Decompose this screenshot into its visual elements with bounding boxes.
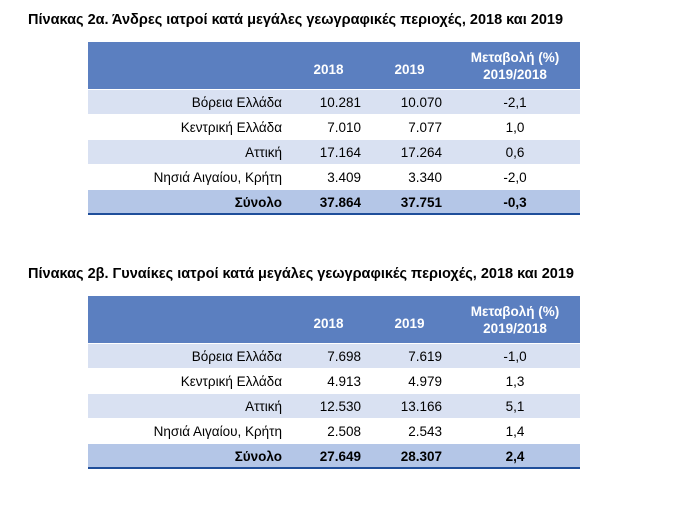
total-change: 2,4 — [505, 449, 525, 464]
table-row: Νησιά Αιγαίου, Κρήτη 2.508 2.543 1,4 — [88, 419, 580, 444]
row-change: 1,0 — [505, 119, 525, 135]
row-region: Κεντρική Ελλάδα — [180, 119, 282, 135]
table-row: Βόρεια Ελλάδα 7.698 7.619 -1,0 — [88, 344, 580, 369]
table-a-header: 2018 2019 Μεταβολή (%) 2019/2018 — [88, 42, 580, 90]
table-row: Κεντρική Ελλάδα 7.010 7.077 1,0 — [88, 115, 580, 140]
table-a-title: Πίνακας 2α. Άνδρες ιατροί κατά μεγάλες γ… — [28, 12, 564, 28]
table-b-header: 2018 2019 Μεταβολή (%) 2019/2018 — [88, 296, 580, 344]
row-2018: 7.698 — [327, 348, 361, 364]
header-change: Μεταβολή (%) 2019/2018 — [450, 303, 580, 337]
row-change: 5,1 — [505, 398, 525, 414]
total-2019: 37.751 — [400, 195, 442, 210]
total-label: Σύνολο — [234, 449, 282, 464]
row-change: 1,3 — [505, 373, 525, 389]
header-change-line2: 2019/2018 — [483, 66, 547, 82]
row-change: -2,1 — [503, 94, 527, 110]
header-2018: 2018 — [313, 316, 344, 331]
row-2019: 10.070 — [400, 94, 442, 110]
header-2019: 2019 — [394, 62, 425, 77]
row-2019: 4.979 — [408, 373, 442, 389]
total-2018: 27.649 — [319, 449, 361, 464]
row-2019: 3.340 — [408, 169, 442, 185]
table-total-row: Σύνολο 27.649 28.307 2,4 — [88, 444, 580, 469]
row-2019: 7.619 — [408, 348, 442, 364]
row-change: 1,4 — [505, 423, 525, 439]
row-2018: 3.409 — [327, 169, 361, 185]
row-2018: 2.508 — [327, 423, 361, 439]
row-region: Κεντρική Ελλάδα — [180, 373, 282, 389]
row-2018: 12.530 — [319, 398, 361, 414]
row-2019: 2.543 — [408, 423, 442, 439]
row-change: 0,6 — [505, 144, 525, 160]
table-a: 2018 2019 Μεταβολή (%) 2019/2018 Βόρεια … — [88, 42, 580, 215]
total-2018: 37.864 — [319, 195, 361, 210]
row-region: Βόρεια Ελλάδα — [191, 348, 282, 364]
row-2018: 7.010 — [327, 119, 361, 135]
row-change: -1,0 — [503, 348, 527, 364]
table-row: Αττική 12.530 13.166 5,1 — [88, 394, 580, 419]
table-b: 2018 2019 Μεταβολή (%) 2019/2018 Βόρεια … — [88, 296, 580, 469]
header-2019: 2019 — [394, 316, 425, 331]
header-change: Μεταβολή (%) 2019/2018 — [450, 49, 580, 83]
row-region: Αττική — [245, 398, 282, 414]
table-row: Βόρεια Ελλάδα 10.281 10.070 -2,1 — [88, 90, 580, 115]
row-region: Βόρεια Ελλάδα — [191, 94, 282, 110]
total-2019: 28.307 — [400, 449, 442, 464]
table-row: Αττική 17.164 17.264 0,6 — [88, 140, 580, 165]
row-2019: 17.264 — [400, 144, 442, 160]
table-a-bottom-rule — [88, 213, 580, 215]
total-label: Σύνολο — [234, 195, 282, 210]
header-2018: 2018 — [313, 62, 344, 77]
table-row: Κεντρική Ελλάδα 4.913 4.979 1,3 — [88, 369, 580, 394]
row-region: Αττική — [245, 144, 282, 160]
row-2018: 10.281 — [319, 94, 361, 110]
total-change: -0,3 — [503, 195, 527, 210]
row-region: Νησιά Αιγαίου, Κρήτη — [153, 423, 282, 439]
table-row: Νησιά Αιγαίου, Κρήτη 3.409 3.340 -2,0 — [88, 165, 580, 190]
row-2018: 4.913 — [327, 373, 361, 389]
row-region: Νησιά Αιγαίου, Κρήτη — [153, 169, 282, 185]
row-change: -2,0 — [503, 169, 527, 185]
table-b-bottom-rule — [88, 467, 580, 469]
table-b-title: Πίνακας 2β. Γυναίκες ιατροί κατά μεγάλες… — [28, 266, 574, 282]
header-change-line1: Μεταβολή (%) — [470, 49, 560, 65]
row-2018: 17.164 — [319, 144, 361, 160]
header-change-line1: Μεταβολή (%) — [470, 303, 560, 319]
header-change-line2: 2019/2018 — [483, 320, 547, 336]
table-total-row: Σύνολο 37.864 37.751 -0,3 — [88, 190, 580, 215]
row-2019: 7.077 — [408, 119, 442, 135]
row-2019: 13.166 — [400, 398, 442, 414]
